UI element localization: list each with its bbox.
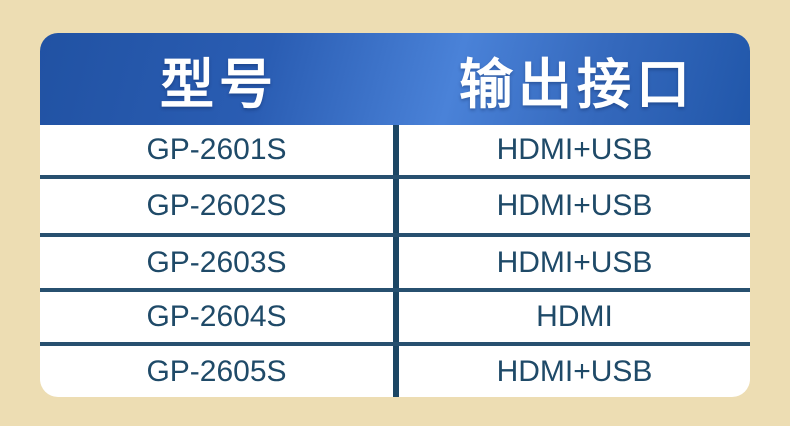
table-body: GP-2601S HDMI+USB GP-2602S HDMI+USB GP-2603S… <box>40 125 750 397</box>
column-divider <box>393 179 399 233</box>
model-cell: GP-2605S <box>146 354 287 388</box>
output-cell: HDMI+USB <box>496 133 653 166</box>
header-cell-output: 输出接口 <box>459 54 695 115</box>
model-cell: GP-2604S <box>146 300 287 333</box>
table-header: 型号 输出接口 <box>40 33 750 125</box>
table-row: GP-2601S HDMI+USB <box>40 125 750 175</box>
spec-table: 型号 输出接口 GP-2601S HDMI+USB GP-2602S HDMI+USB… <box>40 33 750 397</box>
column-divider <box>393 237 399 288</box>
table-row: GP-2605S HDMI+USB <box>40 342 750 397</box>
model-cell: GP-2602S <box>146 189 287 222</box>
table-row: GP-2604S HDMI <box>40 288 750 342</box>
table-row: GP-2602S HDMI+USB <box>40 175 750 233</box>
output-cell: HDMI <box>536 300 613 333</box>
output-cell: HDMI+USB <box>496 245 653 279</box>
model-cell: GP-2601S <box>146 133 287 166</box>
column-divider <box>393 125 399 175</box>
header-cell-model: 型号 <box>160 54 278 115</box>
column-divider <box>393 346 399 397</box>
output-cell: HDMI+USB <box>496 189 653 222</box>
model-cell: GP-2603S <box>146 245 287 279</box>
table-row: GP-2603S HDMI+USB <box>40 233 750 288</box>
column-divider <box>393 292 399 342</box>
output-cell: HDMI+USB <box>496 354 653 388</box>
